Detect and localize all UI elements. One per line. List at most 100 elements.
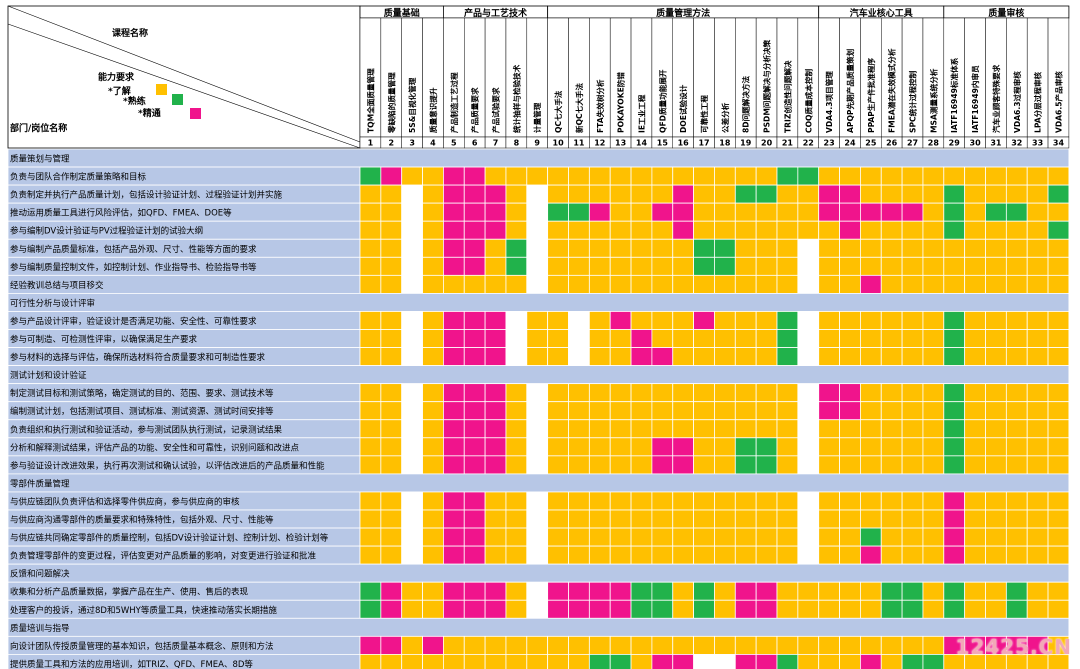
- matrix-cell: [442, 184, 465, 204]
- matrix-cell: [714, 401, 736, 421]
- matrix-cell: [380, 311, 403, 330]
- course-number-13: 13: [615, 139, 626, 148]
- matrix-cell: [651, 599, 674, 619]
- matrix-cell: [630, 599, 653, 619]
- matrix-cell: [463, 581, 486, 601]
- matrix-cell: [505, 455, 528, 475]
- matrix-cell: [484, 329, 507, 348]
- matrix-cell: [609, 401, 632, 421]
- legend-label-0: *了解: [108, 85, 131, 97]
- matrix-cell: [860, 202, 882, 222]
- section-label-8: 可行性分析与设计评审: [10, 298, 95, 309]
- matrix-cell: [985, 383, 1007, 403]
- matrix-cell: [359, 238, 382, 258]
- matrix-cell: [860, 635, 882, 655]
- course-name-29: IATF16949标准体系: [949, 57, 959, 133]
- matrix-cell: [442, 401, 465, 421]
- matrix-cell: [755, 545, 778, 565]
- matrix-cell: [985, 401, 1007, 421]
- matrix-cell: [380, 329, 403, 348]
- matrix-cell: [755, 220, 778, 240]
- matrix-cell: [588, 347, 611, 366]
- matrix-cell: [588, 654, 611, 669]
- matrix-cell: [985, 509, 1007, 529]
- matrix-cell: [651, 256, 674, 276]
- matrix-cell: [860, 437, 882, 457]
- course-number-26: 26: [886, 139, 898, 148]
- matrix-cell: [568, 329, 590, 348]
- matrix-cell: [755, 599, 778, 619]
- matrix-cell: [797, 419, 820, 439]
- matrix-cell: [630, 581, 653, 601]
- matrix-cell: [672, 383, 695, 403]
- matrix-cell: [505, 491, 528, 511]
- matrix-cell: [1047, 202, 1070, 222]
- matrix-cell: [839, 581, 861, 601]
- matrix-cell: [1026, 166, 1049, 186]
- matrix-cell: [734, 347, 757, 366]
- matrix-cell: [964, 256, 986, 276]
- matrix-cell: [776, 455, 799, 475]
- matrix-cell: [1026, 401, 1049, 421]
- course-number-14: 14: [636, 139, 648, 148]
- matrix-cell: [693, 581, 715, 601]
- matrix-cell: [1047, 347, 1070, 366]
- matrix-cell: [442, 329, 465, 348]
- matrix-cell: [943, 256, 966, 276]
- matrix-cell: [547, 509, 569, 529]
- matrix-cell: [1026, 274, 1049, 294]
- matrix-cell: [922, 329, 945, 348]
- matrix-cell: [839, 491, 861, 511]
- course-name-19: 8D问题解决方法: [741, 75, 751, 133]
- matrix-cell: [359, 311, 382, 330]
- matrix-cell: [693, 220, 715, 240]
- matrix-cell: [818, 329, 840, 348]
- matrix-cell: [797, 202, 820, 222]
- matrix-cell: [985, 238, 1007, 258]
- matrix-cell: [380, 437, 403, 457]
- matrix-cell: [547, 401, 569, 421]
- matrix-cell: [359, 545, 382, 565]
- course-name-15: QFD质量功能展开: [657, 69, 667, 133]
- matrix-cell: [797, 635, 820, 655]
- matrix-cell: [609, 329, 632, 348]
- matrix-cell: [380, 509, 403, 529]
- matrix-cell: [401, 545, 423, 565]
- matrix-cell: [985, 545, 1007, 565]
- matrix-cell: [380, 581, 403, 601]
- matrix-cell: [568, 238, 590, 258]
- course-number-23: 23: [824, 139, 835, 148]
- matrix-cell: [651, 545, 674, 565]
- matrix-cell: [380, 220, 403, 240]
- matrix-cell: [401, 509, 423, 529]
- matrix-cell: [776, 347, 799, 366]
- matrix-cell: [609, 527, 632, 547]
- matrix-cell: [401, 220, 423, 240]
- matrix-cell: [714, 329, 736, 348]
- matrix-cell: [776, 311, 799, 330]
- matrix-cell: [901, 437, 924, 457]
- matrix-cell: [901, 184, 924, 204]
- matrix-cell: [714, 311, 736, 330]
- matrix-cell: [526, 166, 549, 186]
- matrix-cell: [630, 401, 653, 421]
- matrix-cell: [797, 311, 820, 330]
- course-number-28: 28: [928, 139, 940, 148]
- matrix-cell: [422, 383, 444, 403]
- matrix-cell: [693, 599, 715, 619]
- matrix-cell: [922, 581, 945, 601]
- matrix-cell: [839, 256, 861, 276]
- matrix-cell: [505, 383, 528, 403]
- matrix-cell: [1047, 166, 1070, 186]
- group-header-2: 质量管理方法: [656, 7, 710, 19]
- matrix-cell: [568, 166, 590, 186]
- matrix-cell: [860, 238, 882, 258]
- matrix-cell: [985, 581, 1007, 601]
- matrix-cell: [588, 581, 611, 601]
- matrix-cell: [797, 527, 820, 547]
- matrix-cell: [547, 455, 569, 475]
- matrix-cell: [943, 274, 966, 294]
- matrix-cell: [484, 401, 507, 421]
- matrix-cell: [422, 274, 444, 294]
- matrix-cell: [484, 347, 507, 366]
